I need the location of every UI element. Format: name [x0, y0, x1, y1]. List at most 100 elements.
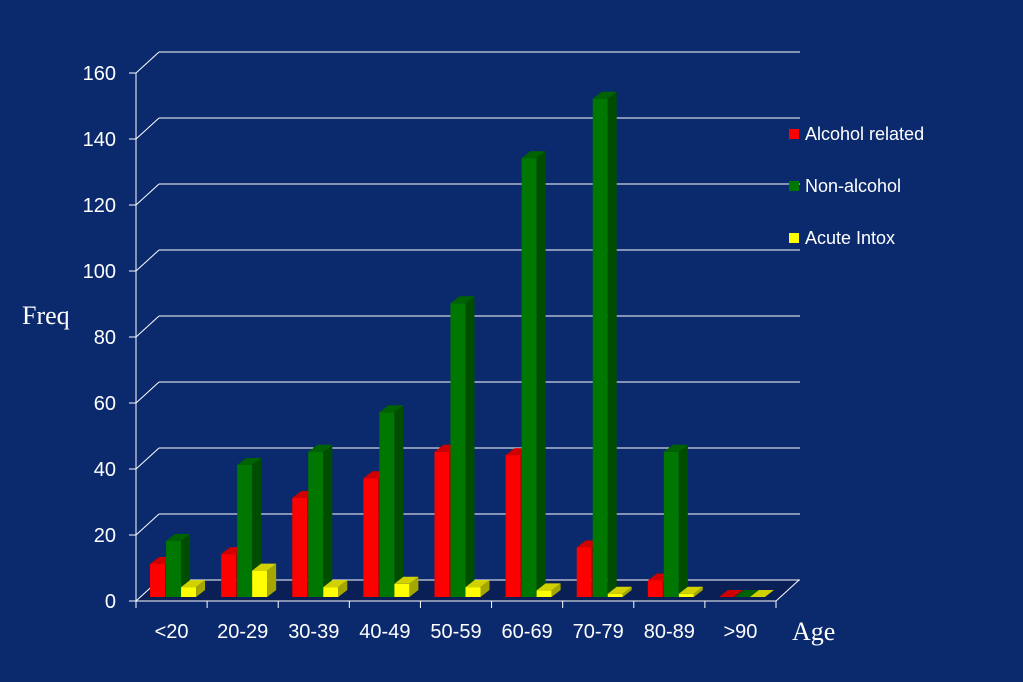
y-tick-label: 0 [105, 591, 116, 613]
gridline-side [135, 381, 160, 404]
bar [592, 91, 617, 597]
bar [607, 586, 632, 597]
bar-top [166, 533, 191, 541]
bar-side [181, 533, 191, 597]
bar-side [622, 586, 632, 597]
x-tick-label: 20-29 [217, 621, 268, 643]
bar-top [394, 576, 419, 584]
bar-top [379, 405, 404, 413]
bar-side [465, 296, 475, 597]
bar-front [536, 590, 552, 597]
bar-side [678, 444, 688, 597]
gridline-side [135, 183, 160, 206]
bar [663, 444, 688, 597]
x-tick-label: 40-49 [359, 621, 410, 643]
bar-front [323, 587, 339, 597]
bar-front [663, 451, 679, 597]
bar-top [678, 586, 703, 594]
bar-front [252, 570, 268, 597]
y-tick-label: 160 [83, 63, 116, 85]
bar [323, 580, 348, 597]
bar [394, 576, 419, 597]
bar-side [252, 458, 262, 597]
bar-side [607, 91, 617, 597]
y-tick-label: 100 [83, 261, 116, 283]
bar-side [409, 576, 419, 597]
bar [536, 583, 561, 597]
bar [450, 296, 475, 597]
bar-top [718, 590, 743, 597]
bar [749, 590, 774, 597]
bar-front [221, 554, 237, 597]
x-tick-label: <20 [155, 621, 189, 643]
bar-front [150, 564, 166, 597]
x-tick-label: 60-69 [502, 621, 553, 643]
bar [678, 586, 703, 597]
bar-side [551, 583, 561, 597]
bar [252, 563, 277, 597]
bar [308, 444, 333, 597]
bar [181, 580, 206, 597]
bar-front [292, 498, 308, 597]
bar-front [505, 455, 521, 597]
bar-side [267, 563, 277, 597]
y-tick-label: 120 [83, 195, 116, 217]
bar [521, 151, 546, 597]
floor-edge [775, 579, 800, 602]
bar-front [308, 451, 324, 597]
y-tick-label: 140 [83, 129, 116, 151]
legend-label: Alcohol related [805, 124, 924, 144]
bar-front [521, 158, 537, 597]
y-tick-label: 40 [94, 459, 116, 481]
x-tick-label: 70-79 [573, 621, 624, 643]
bar-top [607, 586, 632, 594]
bar-top [734, 590, 759, 597]
legend-swatch [789, 129, 799, 139]
x-tick-label: 30-39 [288, 621, 339, 643]
bar-front [434, 451, 450, 597]
bar-side [480, 580, 490, 597]
bar-front [237, 465, 253, 597]
bar-front [576, 547, 592, 597]
bar-front [166, 540, 182, 597]
x-tick-label: >90 [723, 621, 757, 643]
x-tick-label: 80-89 [644, 621, 695, 643]
bar-front [450, 303, 466, 597]
bar-front [592, 98, 608, 597]
bar-top [450, 296, 475, 304]
bar [465, 580, 490, 597]
legend-swatch [789, 181, 799, 191]
bar-side [338, 580, 348, 597]
bar-top [521, 151, 546, 159]
bar-top [308, 444, 333, 452]
bar-side [323, 444, 333, 597]
bar-front [678, 593, 694, 597]
y-tick-label: 20 [94, 525, 116, 547]
bar-front [379, 412, 395, 597]
bar [734, 590, 759, 597]
bar-top [465, 580, 490, 588]
x-tick-label: 50-59 [430, 621, 481, 643]
bar-front [394, 583, 410, 597]
bars-layer [150, 91, 774, 597]
bar [237, 458, 262, 597]
y-tick-label: 60 [94, 393, 116, 415]
bar-front [607, 593, 623, 597]
gridline-side [135, 117, 160, 140]
legend-label: Non-alcohol [805, 176, 901, 196]
bar-front [181, 587, 197, 597]
bar-top [181, 580, 206, 588]
bar [718, 590, 743, 597]
axis-layer: 0 20 40 60 80 100 120 140 160 <20 20-29 30-39 40-49 5… [83, 63, 777, 643]
legend-swatch [789, 233, 799, 243]
bar-top [237, 458, 262, 465]
y-axis-title: Freq [22, 301, 70, 330]
gridline-side [135, 315, 160, 338]
bar-side [394, 405, 404, 597]
gridline-side [135, 249, 160, 272]
bar-side [536, 151, 546, 597]
bar-top [749, 590, 774, 597]
bar-top [252, 563, 277, 571]
